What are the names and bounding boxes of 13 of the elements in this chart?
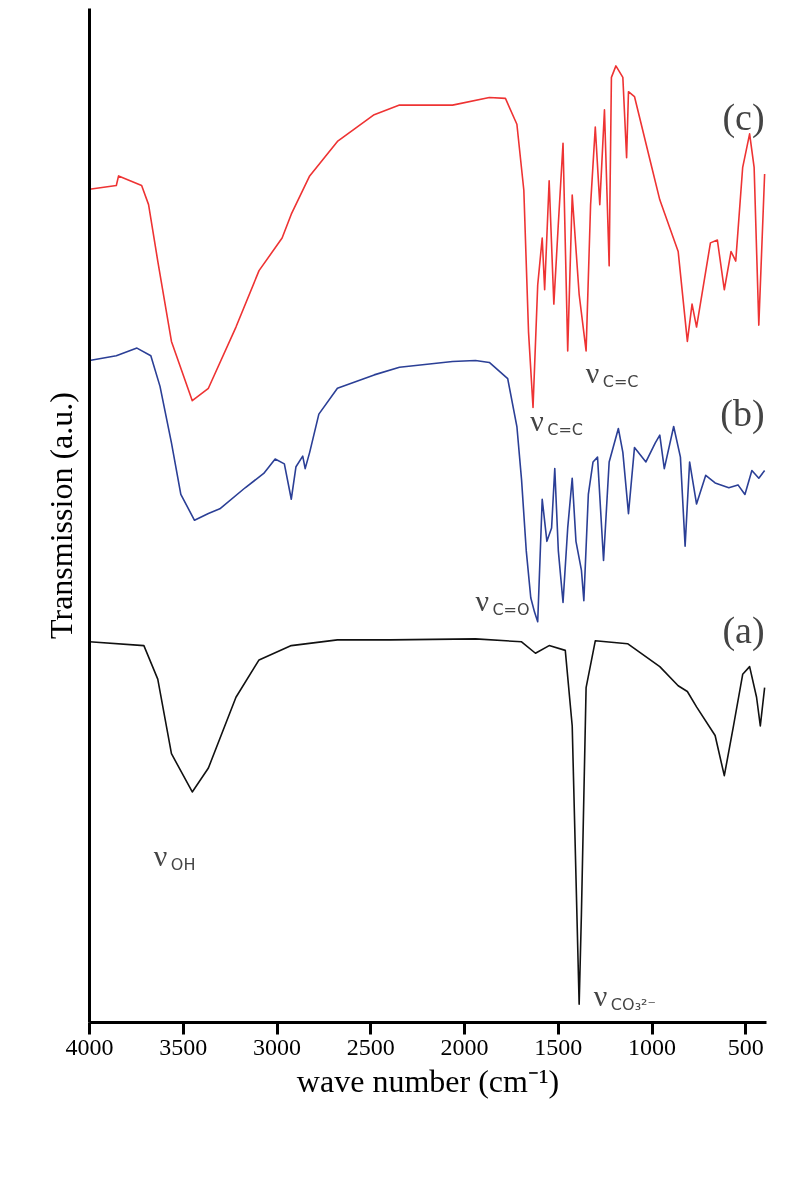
x-tick-label: 500 [727,1033,764,1060]
x-axis-title: wave number (cm⁻¹) [296,1062,560,1099]
series-label: (b) [720,392,765,436]
x-tick-label: 2500 [346,1033,395,1060]
x-tick-label: 1500 [534,1033,583,1060]
series-label: (c) [722,95,765,139]
x-tick-label: 4000 [65,1033,114,1060]
x-tick-label: 1000 [628,1033,677,1060]
x-tick-label: 3500 [159,1033,208,1060]
y-axis-title: Transmission (a.u.) [42,392,79,639]
x-tick-label: 3000 [253,1033,302,1060]
series-label: (a) [722,609,765,653]
x-tick-label: 2000 [440,1033,489,1060]
